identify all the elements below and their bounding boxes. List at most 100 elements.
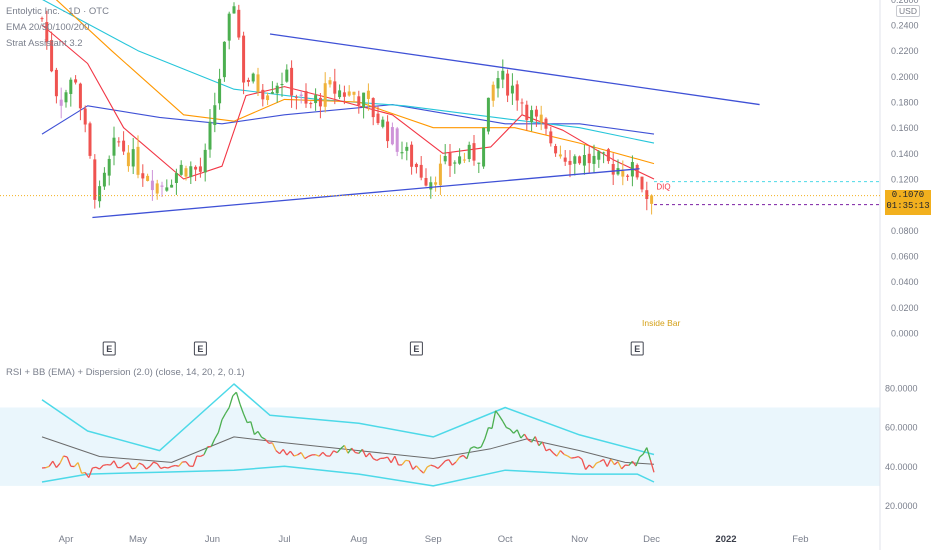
candle (141, 164, 144, 187)
rsi-segment (571, 458, 575, 459)
candle (266, 93, 269, 105)
rsi-segment (82, 473, 86, 474)
earnings-marker[interactable]: E (194, 342, 206, 355)
candle (281, 73, 284, 97)
x-axis-label: May (129, 534, 147, 545)
legend-rsi: RSI + BB (EMA) + Dispersion (2.0) (close… (6, 367, 245, 378)
candle (84, 105, 87, 132)
candle (103, 167, 106, 190)
inside-bar-label: Inside Bar (642, 318, 680, 328)
last-price: 0.1070 (885, 190, 931, 201)
candle (127, 145, 130, 172)
candle (583, 145, 586, 175)
candle (348, 85, 351, 97)
x-axis-label: Jun (205, 534, 220, 545)
candle (453, 160, 456, 174)
price-tick-label: 0.1800 (891, 98, 919, 108)
currency-badge[interactable]: USD (896, 5, 920, 17)
candle (65, 90, 68, 108)
candle (569, 150, 572, 177)
candle (631, 155, 634, 186)
rsi-segment (175, 465, 179, 466)
price-tick-label: 0.1400 (891, 149, 919, 159)
candle (69, 78, 72, 107)
x-axis-label: 2022 (715, 534, 736, 545)
candle (357, 91, 360, 114)
candle (247, 78, 250, 87)
rsi-segment (236, 392, 240, 404)
rsi-tick-label: 60.0000 (885, 423, 918, 433)
rsi-segment (355, 452, 359, 453)
candle (113, 127, 116, 166)
price-tick-label: 0.2400 (891, 21, 919, 31)
candle (425, 168, 428, 186)
price-tick-label: 0.0800 (891, 226, 919, 236)
candle (501, 59, 504, 88)
candle (362, 93, 365, 119)
price-tick-label: 0.1600 (891, 123, 919, 133)
rsi-tick-label: 80.0000 (885, 383, 918, 393)
x-axis-label: Oct (498, 534, 513, 545)
candle (602, 152, 605, 163)
candle (353, 92, 356, 103)
candle (98, 181, 101, 208)
candle (329, 77, 332, 88)
candle (93, 154, 96, 209)
svg-text:E: E (106, 344, 112, 354)
legend-strat: Strat Assistant 3.2 (6, 38, 83, 49)
rsi-tick-label: 20.0000 (885, 501, 918, 511)
earnings-marker[interactable]: E (103, 342, 115, 355)
candle (305, 83, 308, 108)
x-axis-label: Sep (425, 534, 442, 545)
candle (511, 73, 514, 105)
candle (271, 81, 274, 94)
candle (89, 122, 92, 159)
candle (641, 177, 644, 193)
candle (497, 71, 500, 98)
x-axis-label: Aug (350, 534, 367, 545)
price-annotation: DIQ (656, 182, 670, 191)
x-axis-label: Jul (278, 534, 290, 545)
candle (530, 106, 533, 132)
candle (314, 88, 317, 111)
candle (521, 98, 524, 115)
x-axis-label: Apr (59, 534, 74, 545)
candle (372, 97, 375, 125)
candle (151, 170, 154, 201)
candle (295, 95, 298, 110)
candle (559, 146, 562, 159)
legend-ema: EMA 20/50/100/200 (6, 22, 89, 33)
candle (554, 144, 557, 157)
candle (108, 155, 111, 185)
candle (525, 101, 528, 131)
candle (415, 163, 418, 174)
rsi-segment (229, 396, 233, 408)
candle (386, 115, 389, 148)
x-axis-label: Dec (643, 534, 660, 545)
candle (233, 2, 236, 14)
candle (242, 32, 245, 94)
candle (199, 158, 202, 178)
earnings-marker[interactable]: E (410, 342, 422, 355)
candle (252, 73, 255, 84)
candle (401, 142, 404, 160)
support-trendline[interactable] (92, 169, 639, 218)
candle (261, 84, 264, 106)
price-tick-label: 0.1200 (891, 175, 919, 185)
candle (228, 12, 231, 50)
candle (122, 131, 125, 155)
earnings-marker[interactable]: E (631, 342, 643, 355)
candle (434, 177, 437, 192)
candle (79, 83, 82, 121)
candle (189, 161, 192, 184)
candle (477, 163, 480, 173)
rsi-segment (164, 467, 168, 468)
candle (468, 142, 471, 162)
legend-symbol: Entolytic Inc. · 1D · OTC (6, 6, 109, 17)
ema100-line (42, 0, 654, 143)
candle (180, 160, 183, 176)
candle (170, 180, 173, 188)
price-tick-label: 0.0000 (891, 329, 919, 339)
candle (213, 93, 216, 132)
